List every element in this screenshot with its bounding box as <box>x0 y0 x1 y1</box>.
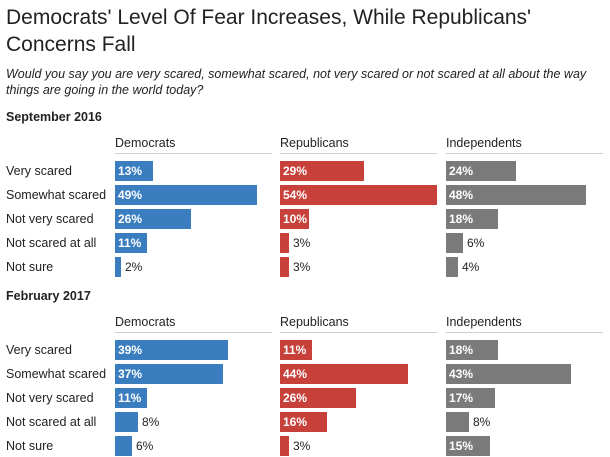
bar-republicans <box>280 388 356 408</box>
category-label: Not very scared <box>6 391 94 405</box>
bar-democrats <box>115 412 138 432</box>
bar-independents <box>446 436 490 456</box>
data-label: 15% <box>449 439 474 453</box>
data-label: 6% <box>136 439 154 453</box>
bar-independents <box>446 388 495 408</box>
bar-democrats <box>115 388 147 408</box>
data-label: 8% <box>142 415 160 429</box>
bar-independents <box>446 364 571 384</box>
column-rule <box>115 332 272 333</box>
bar-democrats <box>115 233 147 253</box>
data-label: 6% <box>467 236 485 250</box>
bar-independents <box>446 161 516 181</box>
column-header: Republicans <box>280 315 349 329</box>
data-label: 18% <box>449 343 474 357</box>
data-label: 54% <box>283 188 308 202</box>
category-label: Not sure <box>6 260 54 274</box>
data-label: 26% <box>118 212 143 226</box>
bar-republicans <box>280 340 312 360</box>
data-label: 11% <box>118 236 142 250</box>
column-header: Democrats <box>115 315 176 329</box>
chart-subtitle: Would you say you are very scared, somew… <box>6 67 587 97</box>
bar-republicans <box>280 185 437 205</box>
data-label: 17% <box>449 391 474 405</box>
data-label: 24% <box>449 164 474 178</box>
bar-republicans <box>280 436 289 456</box>
data-label: 48% <box>449 188 474 202</box>
bar-republicans <box>280 412 327 432</box>
bar-independents <box>446 412 469 432</box>
data-label: 26% <box>283 391 308 405</box>
data-label: 49% <box>118 188 143 202</box>
category-label: Very scared <box>6 343 73 357</box>
category-label: Not very scared <box>6 212 94 226</box>
bar-independents <box>446 209 498 229</box>
category-label: Somewhat scared <box>6 367 107 381</box>
bar-independents <box>446 185 586 205</box>
column-rule <box>280 153 437 154</box>
data-label: 4% <box>462 260 480 274</box>
category-label: Not sure <box>6 439 54 453</box>
bar-republicans <box>280 364 408 384</box>
category-label: Very scared <box>6 164 73 178</box>
bar-republicans <box>280 233 289 253</box>
chart-title: Democrats' Level Of Fear Increases, Whil… <box>6 6 532 56</box>
panel-label: February 2017 <box>6 289 91 303</box>
bar-democrats <box>115 209 191 229</box>
column-header: Democrats <box>115 136 176 150</box>
data-label: 37% <box>118 367 143 381</box>
data-label: 11% <box>118 391 142 405</box>
bar-independents <box>446 257 458 277</box>
bar-republicans <box>280 161 364 181</box>
bar-republicans <box>280 209 309 229</box>
category-label: Not scared at all <box>6 236 97 250</box>
column-header: Independents <box>446 315 522 329</box>
column-rule <box>446 332 603 333</box>
bar-democrats <box>115 436 132 456</box>
category-label: Not scared at all <box>6 415 97 429</box>
bar-republicans <box>280 257 289 277</box>
bar-democrats <box>115 364 223 384</box>
data-label: 16% <box>283 415 308 429</box>
column-rule <box>446 153 603 154</box>
data-label: 8% <box>473 415 491 429</box>
bar-democrats <box>115 161 153 181</box>
data-label: 3% <box>293 260 311 274</box>
data-label: 3% <box>293 439 311 453</box>
bar-independents <box>446 340 498 360</box>
bar-democrats <box>115 340 228 360</box>
bar-democrats <box>115 257 121 277</box>
data-label: 44% <box>283 367 308 381</box>
data-label: 3% <box>293 236 311 250</box>
bar-independents <box>446 233 463 253</box>
category-label: Somewhat scared <box>6 188 107 202</box>
column-rule <box>280 332 437 333</box>
column-header: Independents <box>446 136 522 150</box>
data-label: 11% <box>283 343 307 357</box>
data-label: 10% <box>283 212 308 226</box>
data-label: 39% <box>118 343 143 357</box>
data-label: 29% <box>283 164 308 178</box>
column-rule <box>115 153 272 154</box>
data-label: 13% <box>118 164 143 178</box>
panel-label: September 2016 <box>6 110 102 124</box>
data-label: 2% <box>125 260 143 274</box>
data-label: 18% <box>449 212 474 226</box>
data-label: 43% <box>449 367 474 381</box>
column-header: Republicans <box>280 136 349 150</box>
bar-democrats <box>115 185 257 205</box>
